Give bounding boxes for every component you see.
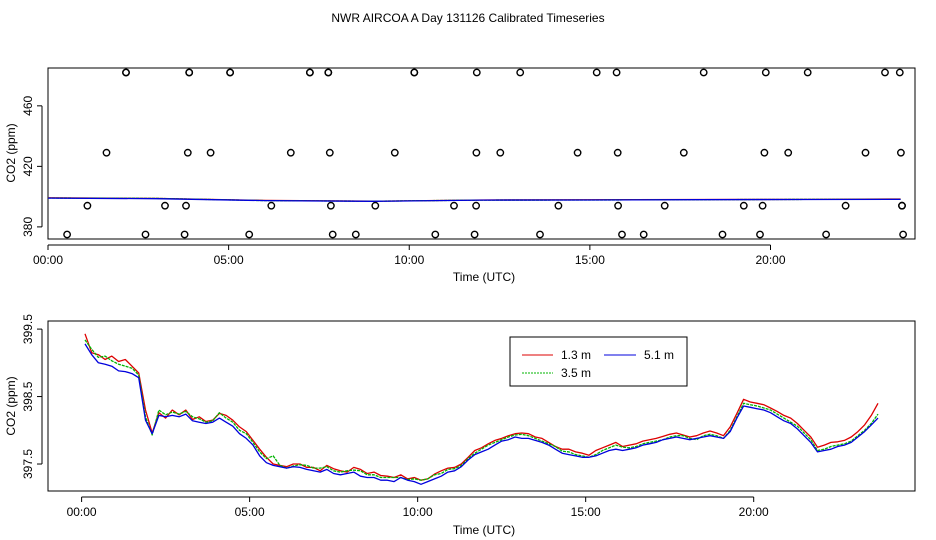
top-x-tick-label: 20:00: [755, 253, 785, 267]
top-reference-point: [822, 230, 830, 239]
top-reference-point: [83, 201, 92, 210]
top-reference-point: [841, 201, 850, 210]
top-reference-point: [554, 201, 563, 210]
top-reference-point: [450, 201, 458, 210]
top-reference-point: [756, 230, 764, 239]
top-reference-point: [326, 201, 335, 210]
top-reference-point: [390, 148, 399, 157]
top-reference-point: [718, 230, 727, 239]
bottom-series-group: [84, 333, 879, 485]
top-reference-point: [180, 230, 189, 239]
top-x-tick-label: 05:00: [214, 253, 244, 267]
top-reference-point: [699, 68, 708, 77]
top-reference-point: [470, 230, 479, 239]
legend-box: [509, 336, 688, 387]
top-reference-point: [328, 230, 337, 239]
top-reference-point: [758, 201, 767, 210]
top-reference-point: [351, 230, 360, 239]
legend-label-3-5m: 3.5 m: [561, 366, 591, 380]
top-reference-point: [660, 201, 669, 210]
top-reference-point: [592, 68, 601, 77]
bottom-series-5-1-m: [84, 343, 879, 485]
top-reference-point: [516, 68, 525, 77]
top-reference-point: [185, 68, 194, 77]
bottom-y-tick-label: 397.5: [21, 449, 35, 479]
top-reference-point: [761, 68, 770, 77]
top-reference-point: [614, 201, 622, 210]
bottom-y-tick-label: 399.5: [21, 314, 35, 344]
top-y-tick-label: 420: [21, 156, 35, 176]
top-reference-point: [679, 148, 688, 157]
top-reference-point: [760, 148, 769, 157]
top-reference-point: [613, 148, 622, 157]
legend: 1.3 m 5.1 m 3.5 m: [509, 336, 688, 387]
top-reference-point: [472, 148, 481, 157]
top-y-tick-label: 380: [21, 217, 35, 237]
top-reference-point: [183, 148, 192, 157]
bottom-x-tick-label: 10:00: [403, 505, 433, 519]
top-reference-point: [325, 148, 334, 157]
bottom-series-3-5-m: [84, 339, 879, 481]
top-reference-point: [881, 68, 889, 77]
top-reference-point: [536, 230, 544, 239]
top-reference-point: [472, 68, 481, 77]
top-reference-point: [899, 230, 907, 239]
bottom-panel: 00:00 05:00 10:00 15:00 20:00 397.5 398.5 399.5…: [4, 314, 916, 537]
top-reference-point: [496, 148, 505, 157]
top-reference-point: [639, 230, 648, 239]
top-reference-point: [431, 230, 440, 239]
top-reference-point: [410, 68, 419, 77]
top-reference-point: [898, 201, 906, 210]
top-reference-point: [371, 201, 380, 210]
top-reference-point: [739, 201, 748, 210]
top-axes: 00:00 05:00 10:00 15:00 20:00 380 420 460: [21, 95, 786, 267]
top-reference-point: [267, 201, 276, 210]
top-reference-point: [182, 201, 190, 210]
top-reference-point: [897, 148, 905, 157]
top-plot-frame: [47, 67, 916, 240]
top-reference-point: [573, 148, 582, 157]
top-reference-point: [141, 230, 150, 239]
top-reference-point: [895, 68, 904, 77]
top-reference-points: [63, 68, 907, 239]
bottom-x-tick-label: 20:00: [739, 505, 769, 519]
top-reference-point: [226, 68, 235, 77]
top-x-tick-label: 15:00: [575, 253, 605, 267]
top-reference-point: [618, 230, 626, 239]
top-panel: 00:00 05:00 10:00 15:00 20:00 380 420 460 Time …: [4, 67, 916, 284]
top-reference-point: [63, 230, 71, 239]
top-x-tick-label: 00:00: [33, 253, 63, 267]
top-reference-point: [161, 201, 169, 210]
bottom-x-axis-label: Time (UTC): [453, 523, 515, 537]
bottom-plot-frame: [47, 320, 916, 492]
bottom-axes: 00:00 05:00 10:00 15:00 20:00 397.5 398.5 399.5: [21, 314, 769, 519]
top-reference-point: [245, 230, 254, 239]
top-x-tick-label: 10:00: [394, 253, 424, 267]
bottom-x-tick-label: 05:00: [235, 505, 265, 519]
bottom-y-tick-label: 398.5: [21, 381, 35, 411]
bottom-x-tick-label: 00:00: [67, 505, 97, 519]
top-series-5-1-m: [47, 197, 901, 202]
top-x-axis-label: Time (UTC): [453, 270, 515, 284]
legend-label-1-3m: 1.3 m: [561, 348, 591, 362]
bottom-y-axis-label: CO2 (ppm): [4, 376, 18, 435]
top-reference-point: [803, 68, 812, 77]
top-reference-point: [861, 148, 870, 157]
top-reference-point: [102, 148, 111, 157]
top-y-axis-label: CO2 (ppm): [4, 123, 18, 182]
top-y-tick-label: 460: [21, 95, 35, 115]
bottom-x-tick-label: 15:00: [571, 505, 601, 519]
top-reference-point: [206, 148, 215, 157]
top-reference-point: [286, 148, 295, 157]
top-series-group: [47, 197, 901, 202]
figure-title: NWR AIRCOA A Day 131126 Calibrated Times…: [331, 11, 604, 25]
top-reference-point: [472, 201, 480, 210]
legend-label-5-1m: 5.1 m: [644, 348, 674, 362]
top-reference-point: [784, 148, 793, 157]
top-reference-point: [324, 68, 333, 77]
top-reference-point: [122, 68, 130, 77]
top-reference-point: [612, 68, 621, 77]
top-reference-point: [305, 68, 314, 77]
